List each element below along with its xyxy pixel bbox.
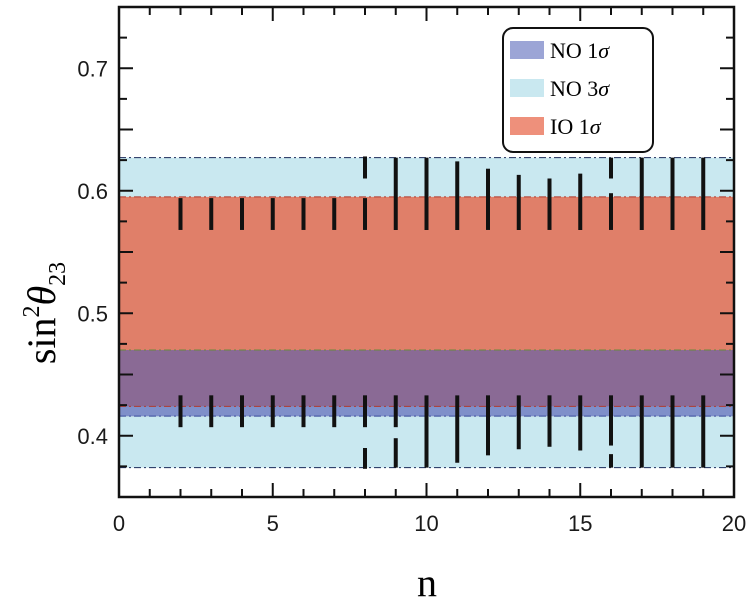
x-tick-label-3: 15 <box>568 511 592 536</box>
y-axis-title-base: sin <box>19 317 64 364</box>
legend-label-0: NO 1σ <box>550 38 610 63</box>
legend: NO 1σ NO 3σ IO 1σ <box>502 27 654 153</box>
y-tick-label-2: 0.6 <box>77 179 108 204</box>
y-tick-label-1: 0.5 <box>77 301 108 326</box>
legend-swatch-2 <box>510 117 544 135</box>
x-tick-label-1: 5 <box>267 511 279 536</box>
y-axis-title: sin2θ23 <box>19 262 71 364</box>
y-axis-title-symbol: θ <box>19 286 64 306</box>
x-tick-label-2: 10 <box>414 511 438 536</box>
y-tick-label-3: 0.7 <box>77 56 108 81</box>
legend-label-2: IO 1σ <box>550 114 602 139</box>
legend-swatch-1 <box>510 79 544 97</box>
legend-label-1: NO 3σ <box>550 76 610 101</box>
x-tick-label-0: 0 <box>113 511 125 536</box>
legend-swatch-0 <box>510 41 544 59</box>
x-tick-label-4: 20 <box>722 511 746 536</box>
axes-group: 0 5 10 15 20 0.4 0.5 0.6 0.7 <box>77 5 746 536</box>
y-axis-title-sup: 2 <box>19 305 45 317</box>
y-tick-label-0: 0.4 <box>77 424 108 449</box>
segments-group <box>178 156 706 469</box>
y-axis-title-sub: 23 <box>45 262 71 286</box>
x-axis-title: n <box>417 560 437 603</box>
